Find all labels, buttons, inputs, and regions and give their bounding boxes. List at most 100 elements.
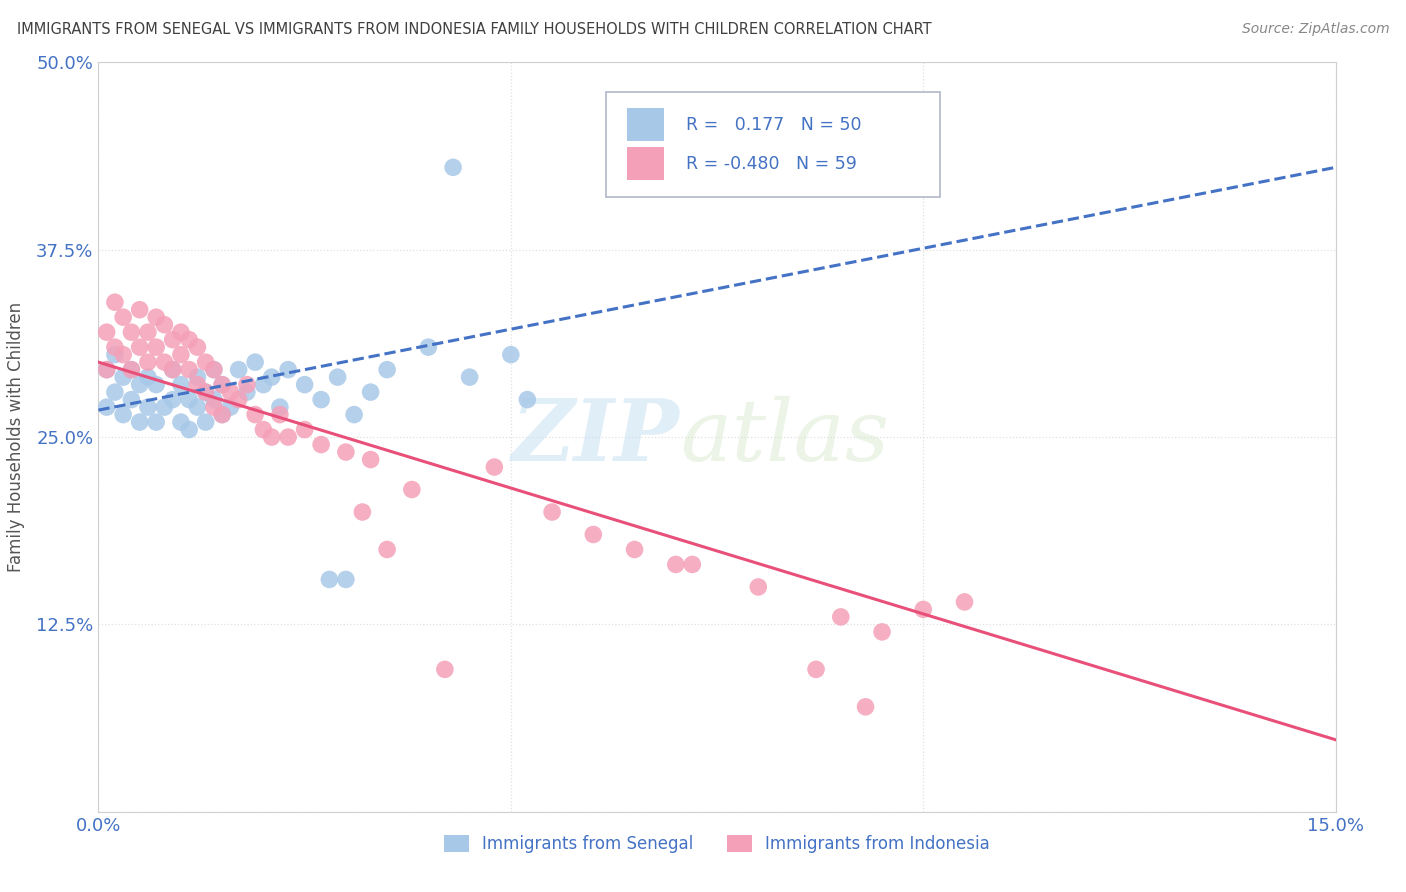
Point [104, 340, 127, 354]
Point [128, 415, 150, 429]
Point [202, 362, 225, 376]
Point [112, 348, 135, 362]
Point [953, 595, 976, 609]
Point [170, 377, 193, 392]
Point [136, 355, 159, 369]
Point [179, 392, 201, 407]
Point [194, 355, 217, 369]
Point [623, 542, 645, 557]
Point [516, 392, 538, 407]
Text: IMMIGRANTS FROM SENEGAL VS IMMIGRANTS FROM INDONESIA FAMILY HOUSEHOLDS WITH CHIL: IMMIGRANTS FROM SENEGAL VS IMMIGRANTS FR… [17, 22, 932, 37]
Point [104, 295, 127, 310]
Point [179, 423, 201, 437]
Point [136, 325, 159, 339]
Point [228, 362, 250, 376]
Text: Source: ZipAtlas.com: Source: ZipAtlas.com [1241, 22, 1389, 37]
Point [153, 318, 176, 332]
Point [294, 423, 316, 437]
Point [309, 392, 332, 407]
Point [335, 445, 357, 459]
Point [541, 505, 564, 519]
Point [252, 423, 274, 437]
Point [228, 392, 250, 407]
Point [401, 483, 423, 497]
Y-axis label: Family Households with Children: Family Households with Children [7, 302, 25, 572]
Point [211, 377, 233, 392]
Point [747, 580, 769, 594]
Point [170, 348, 193, 362]
Point [136, 400, 159, 414]
Point [260, 430, 283, 444]
Point [120, 325, 142, 339]
Point [433, 662, 456, 676]
Point [418, 340, 440, 354]
Point [128, 377, 150, 392]
Point [830, 610, 852, 624]
Point [219, 400, 242, 414]
Point [804, 662, 827, 676]
Text: ZIP: ZIP [512, 395, 681, 479]
Point [343, 408, 366, 422]
Point [252, 377, 274, 392]
Point [458, 370, 481, 384]
Point [179, 362, 201, 376]
Point [211, 377, 233, 392]
Point [219, 385, 242, 400]
Point [162, 362, 184, 376]
Point [145, 415, 167, 429]
Point [243, 355, 266, 369]
Point [260, 370, 283, 384]
Text: R = -0.480   N = 59: R = -0.480 N = 59 [686, 154, 858, 172]
Point [194, 415, 217, 429]
Legend: Immigrants from Senegal, Immigrants from Indonesia: Immigrants from Senegal, Immigrants from… [437, 828, 997, 860]
Point [96, 362, 118, 376]
Point [309, 437, 332, 451]
Point [128, 340, 150, 354]
Point [194, 385, 217, 400]
Point [186, 370, 208, 384]
Point [112, 408, 135, 422]
Point [236, 385, 259, 400]
Point [96, 362, 118, 376]
Point [360, 385, 382, 400]
Point [277, 430, 299, 444]
Point [269, 400, 291, 414]
Point [186, 377, 208, 392]
Point [375, 362, 398, 376]
Point [277, 362, 299, 376]
Point [202, 362, 225, 376]
Bar [627, 146, 664, 180]
Point [211, 408, 233, 422]
Text: R =   0.177   N = 50: R = 0.177 N = 50 [686, 116, 862, 134]
FancyBboxPatch shape [606, 93, 939, 197]
Point [202, 400, 225, 414]
Point [236, 377, 259, 392]
Point [202, 392, 225, 407]
Point [96, 325, 118, 339]
Point [194, 385, 217, 400]
Point [179, 333, 201, 347]
Point [186, 340, 208, 354]
Point [582, 527, 605, 541]
Bar [627, 108, 664, 142]
Point [120, 392, 142, 407]
Point [145, 340, 167, 354]
Point [375, 542, 398, 557]
Point [352, 505, 374, 519]
Point [269, 408, 291, 422]
Point [484, 460, 506, 475]
Point [112, 310, 135, 325]
Point [294, 377, 316, 392]
Point [681, 558, 703, 572]
Point [96, 400, 118, 414]
Point [318, 573, 340, 587]
Point [665, 558, 688, 572]
Point [243, 408, 266, 422]
Point [120, 362, 142, 376]
Point [104, 348, 127, 362]
Point [153, 400, 176, 414]
Point [912, 602, 935, 616]
Point [162, 392, 184, 407]
Point [120, 362, 142, 376]
Point [162, 362, 184, 376]
